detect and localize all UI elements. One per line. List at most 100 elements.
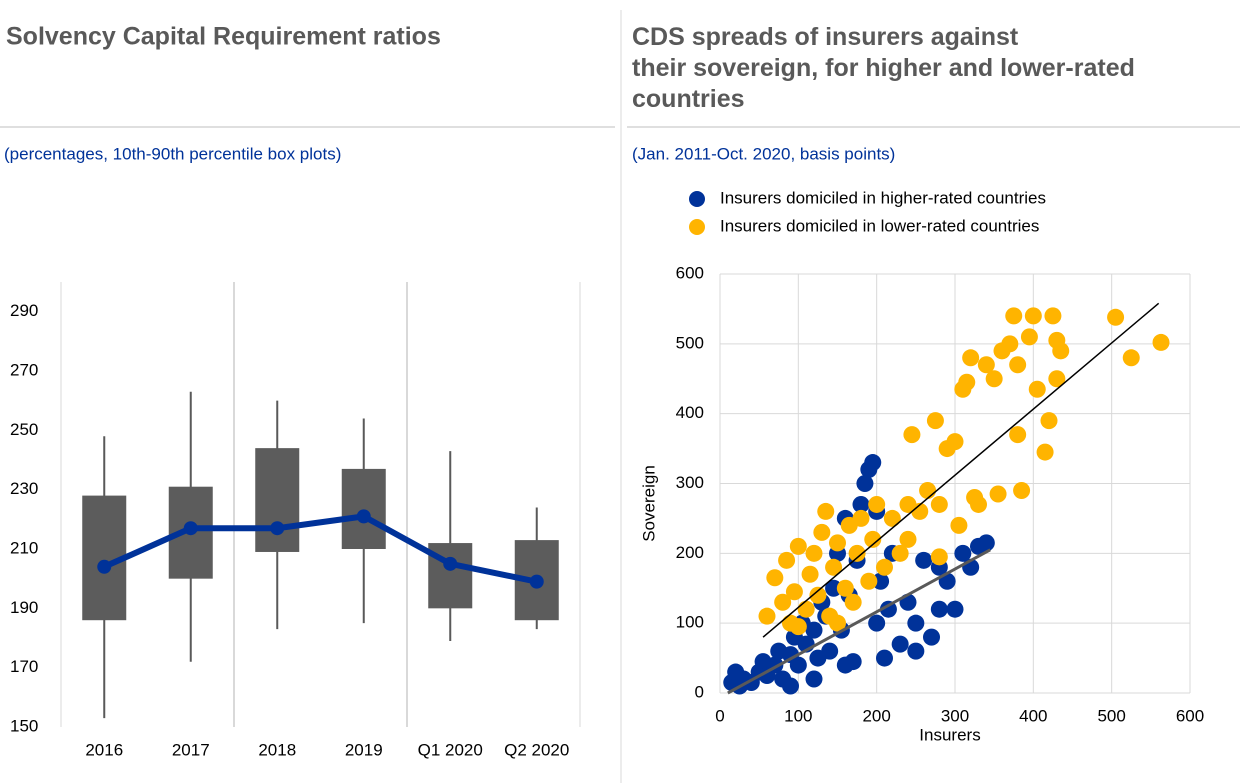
x-tick-label: 600	[1176, 706, 1204, 725]
point	[856, 475, 874, 492]
x-tick-label: 300	[941, 706, 969, 725]
point	[1122, 349, 1140, 367]
y-tick-label: 100	[676, 613, 704, 632]
point	[872, 572, 890, 590]
y-tick-label: 0	[695, 682, 704, 701]
point	[1024, 307, 1042, 325]
legend-label: Insurers domiciled in higher-rated count…	[720, 188, 1046, 207]
point	[774, 593, 792, 611]
point	[789, 656, 807, 674]
y-tick-label: 300	[676, 473, 704, 492]
point	[876, 558, 893, 576]
point	[946, 433, 964, 451]
point	[946, 600, 964, 618]
legend-label: Insurers domiciled in lower-rated countr…	[720, 216, 1039, 235]
point	[989, 485, 1007, 503]
x-axis-label: Insurers	[919, 725, 980, 744]
chart-subtitle: (percentages, 10th-90th percentile box p…	[4, 144, 341, 163]
point	[977, 534, 995, 552]
x-tick-label: Q1 2020	[418, 740, 483, 759]
point	[813, 523, 831, 541]
point	[876, 649, 893, 667]
point	[1020, 328, 1038, 346]
y-axis-label: Sovereign	[639, 465, 658, 542]
point	[860, 572, 878, 590]
y-tick-label: 200	[676, 543, 704, 562]
point	[1152, 333, 1170, 351]
point	[852, 509, 870, 527]
point	[797, 600, 815, 618]
x-tick-label: 400	[1019, 706, 1047, 725]
point	[883, 509, 901, 527]
y-tick-label: 170	[10, 657, 38, 676]
median-dot	[356, 509, 371, 524]
box	[255, 448, 300, 552]
point	[782, 677, 799, 695]
point	[801, 565, 819, 583]
point	[958, 373, 976, 391]
chart-subtitle: (Jan. 2011-Oct. 2020, basis points)	[632, 144, 895, 163]
chart-title: CDS spreads of insurers against their sov…	[632, 23, 1135, 113]
point	[977, 356, 995, 374]
point	[907, 614, 925, 632]
chart-title: Solvency Capital Requirement ratios	[6, 23, 441, 51]
point	[911, 502, 929, 520]
point	[923, 628, 940, 646]
point	[868, 495, 886, 513]
point	[836, 579, 854, 597]
point	[954, 544, 972, 562]
point	[844, 593, 862, 611]
point	[1009, 426, 1027, 444]
trend-line	[762, 302, 1160, 638]
y-tick-label: 500	[676, 333, 704, 352]
x-tick-label: 2017	[172, 740, 210, 759]
point	[836, 656, 854, 674]
point	[915, 551, 933, 569]
y-tick-label: 190	[10, 598, 38, 617]
point	[829, 614, 846, 632]
point	[1044, 307, 1062, 325]
median-line	[103, 513, 538, 585]
point	[970, 495, 987, 513]
y-tick-label: 250	[10, 420, 38, 439]
legend-marker	[689, 219, 705, 235]
x-tick-label: 500	[1097, 706, 1125, 725]
point	[821, 642, 839, 660]
point	[891, 544, 909, 562]
point	[789, 618, 807, 636]
point	[817, 502, 835, 520]
point	[809, 586, 827, 604]
point	[930, 495, 948, 513]
point	[879, 600, 897, 618]
x-tick-label: 200	[862, 706, 890, 725]
y-tick-label: 210	[10, 538, 38, 557]
point	[758, 607, 776, 625]
y-tick-label: 270	[10, 360, 38, 379]
y-tick-label: 230	[10, 479, 38, 498]
point	[919, 481, 937, 499]
point	[1001, 335, 1019, 353]
point	[891, 635, 909, 653]
median-dot	[529, 574, 544, 589]
point	[930, 548, 948, 566]
point	[852, 495, 870, 513]
point	[1052, 342, 1070, 360]
point	[1028, 380, 1046, 398]
point	[789, 537, 807, 555]
point	[825, 558, 843, 576]
point	[907, 642, 925, 660]
point	[1048, 370, 1066, 388]
point	[1036, 443, 1054, 461]
x-tick-label: Q2 2020	[504, 740, 569, 759]
box	[341, 468, 386, 549]
point	[848, 544, 866, 562]
point	[864, 530, 882, 548]
trend-line	[727, 548, 991, 695]
point	[950, 516, 968, 534]
point	[903, 426, 921, 444]
x-tick-label: 2018	[258, 740, 296, 759]
point	[868, 614, 886, 632]
x-tick-label: 100	[784, 706, 812, 725]
point	[1107, 308, 1125, 326]
